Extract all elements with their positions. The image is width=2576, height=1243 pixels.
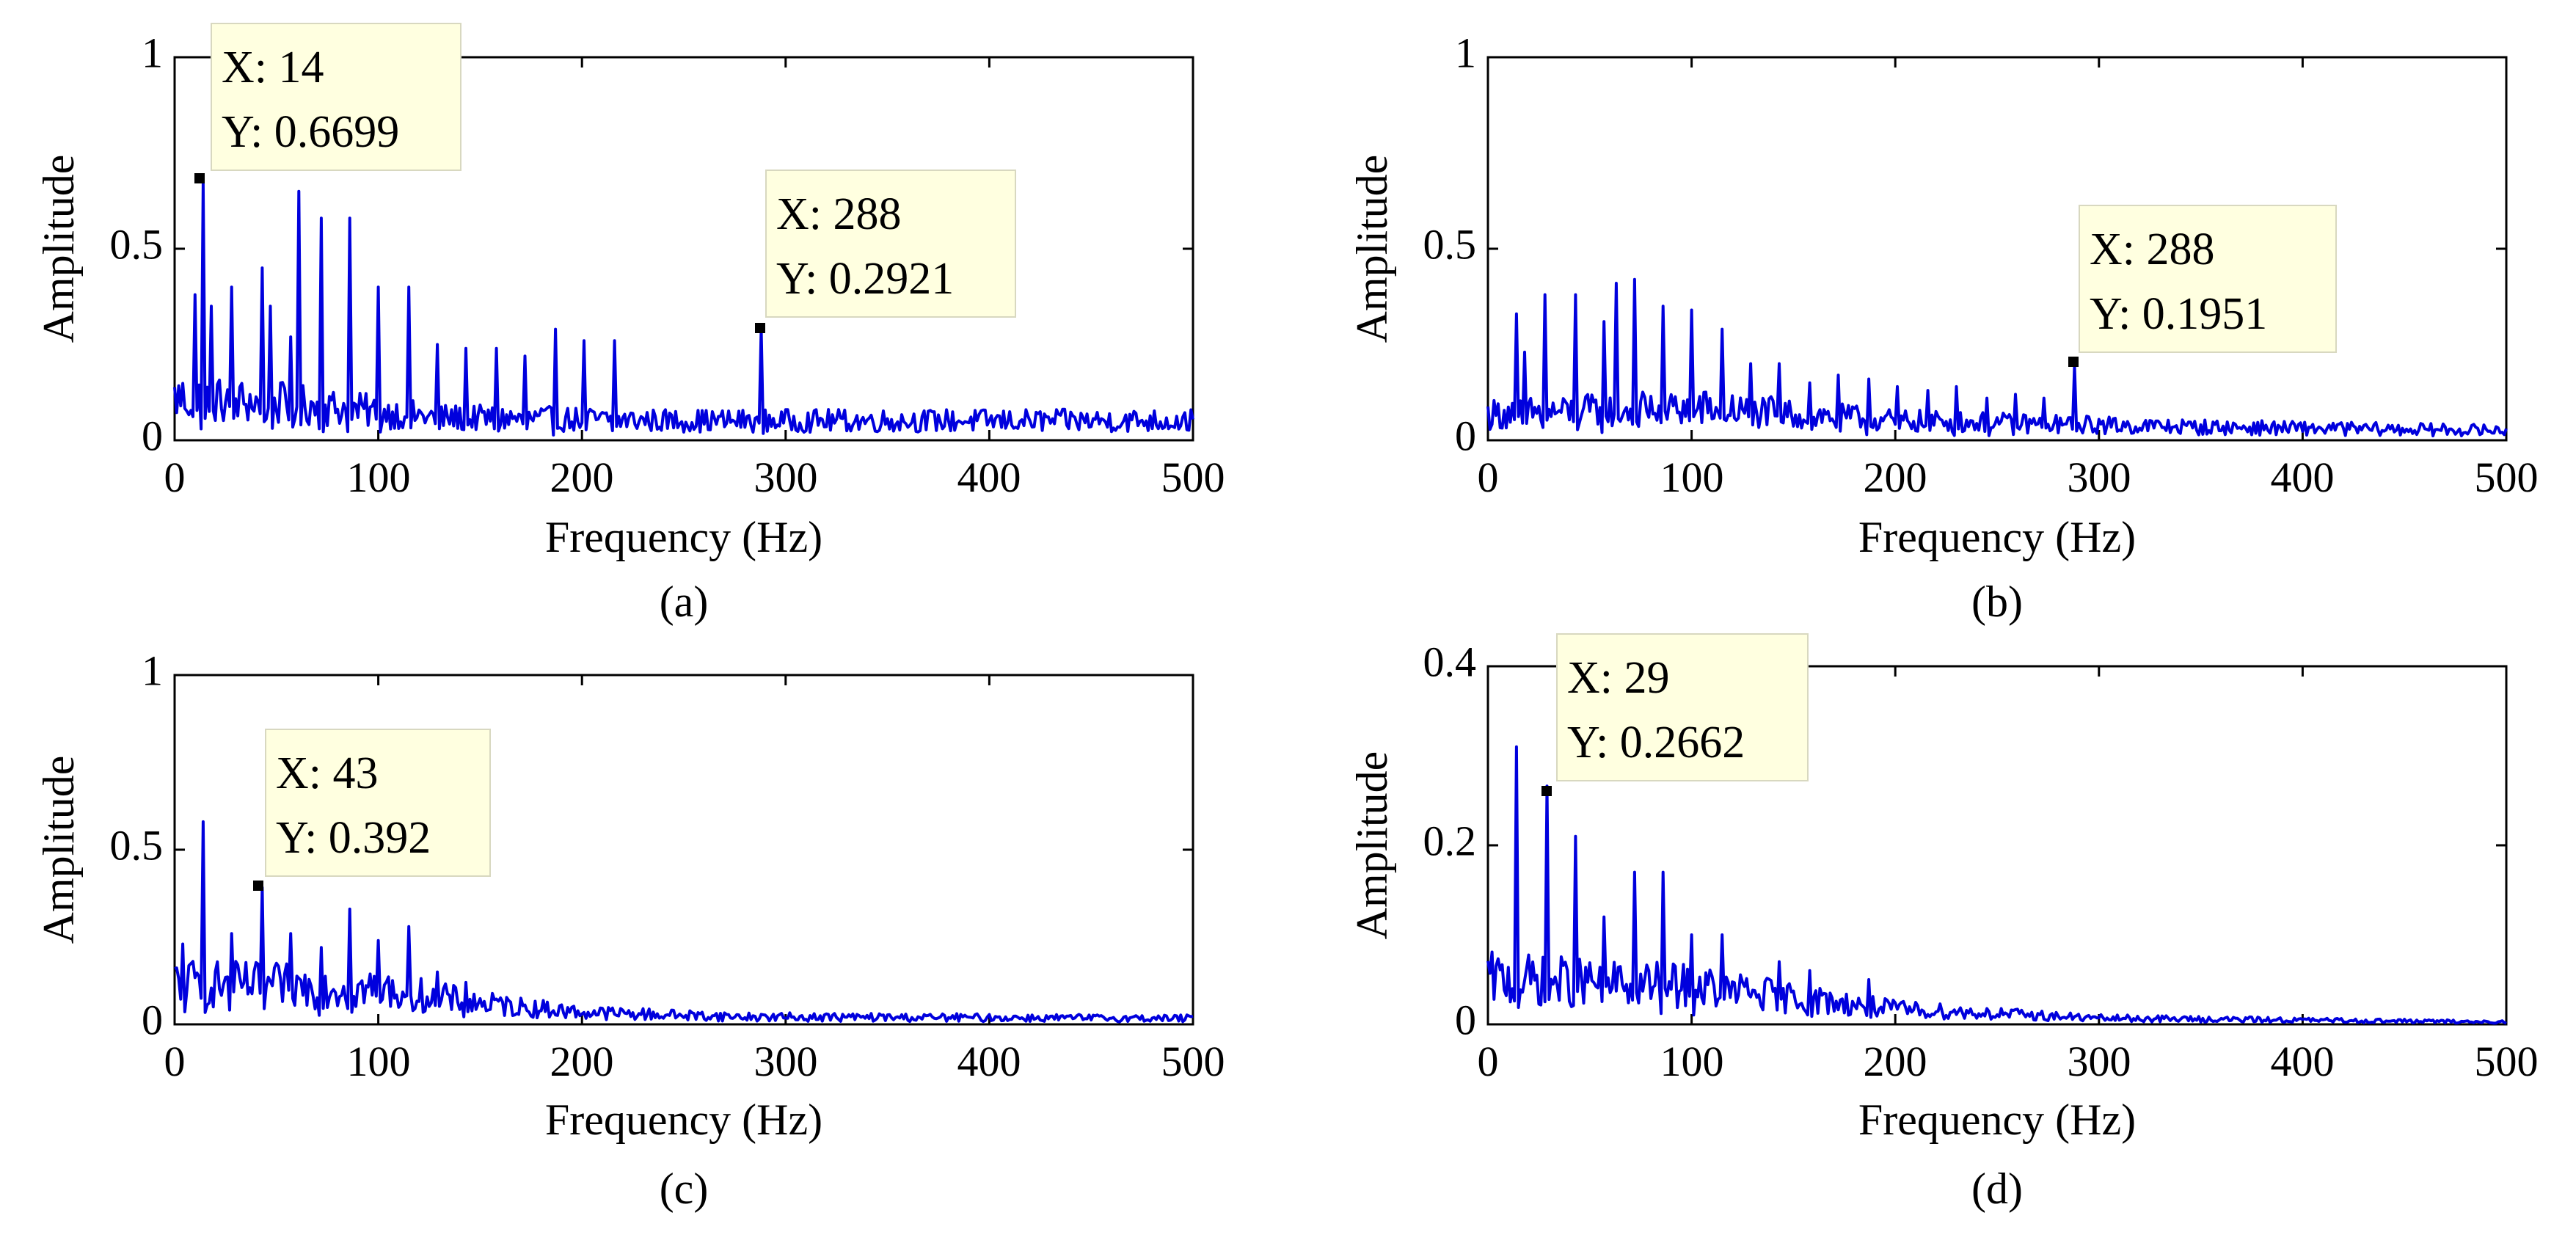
x-tick-label-d-4: 400 xyxy=(2271,1038,2335,1085)
x-tick-label-c-1: 100 xyxy=(347,1038,411,1085)
y-tick-label-c-1: 0.5 xyxy=(110,821,164,869)
caption-d: (d) xyxy=(1971,1164,2023,1213)
x-axis-title-b: Frequency (Hz) xyxy=(1858,513,2136,561)
datatip-x-d-1: X: 29 xyxy=(1567,653,1670,703)
x-axis-title-c: Frequency (Hz) xyxy=(545,1096,822,1144)
datatip-marker-d-1 xyxy=(1541,786,1552,796)
datatip-y-a-2: Y: 0.2921 xyxy=(776,254,954,304)
series-line-a xyxy=(173,182,1194,437)
x-tick-label-d-1: 100 xyxy=(1660,1038,1724,1085)
y-tick-label-d-2: 0.4 xyxy=(1423,638,1477,685)
x-tick-label-d-0: 0 xyxy=(1478,1038,1499,1085)
y-tick-label-a-0: 0 xyxy=(142,412,163,459)
x-tick-label-a-5: 500 xyxy=(1161,453,1225,501)
x-tick-label-c-2: 200 xyxy=(550,1038,614,1085)
ticks-d xyxy=(1486,665,2508,1026)
x-tick-label-b-5: 500 xyxy=(2475,453,2539,501)
series-line-b xyxy=(1486,277,2508,437)
datatip-marker-a-2 xyxy=(755,323,765,333)
x-tick-label-c-4: 400 xyxy=(957,1038,1021,1085)
y-tick-label-b-2: 1 xyxy=(1455,29,1476,76)
caption-a: (a) xyxy=(660,577,709,626)
datatip-x-c-1: X: 43 xyxy=(276,748,379,798)
ticks-a xyxy=(173,56,1194,442)
x-tick-label-a-2: 200 xyxy=(550,453,614,501)
datatip-y-d-1: Y: 0.2662 xyxy=(1567,718,1745,768)
datatip-box-a-1 xyxy=(211,23,461,171)
x-tick-label-b-4: 400 xyxy=(2271,453,2335,501)
x-tick-label-b-1: 100 xyxy=(1660,453,1724,501)
x-axis-title-a: Frequency (Hz) xyxy=(545,513,822,561)
y-axis-title-b: Amplitude xyxy=(1348,155,1396,343)
y-tick-label-a-1: 0.5 xyxy=(110,220,164,268)
y-tick-label-d-0: 0 xyxy=(1455,996,1476,1043)
x-tick-label-a-1: 100 xyxy=(347,453,411,501)
datatip-y-c-1: Y: 0.392 xyxy=(276,813,431,863)
y-tick-label-d-1: 0.2 xyxy=(1423,817,1477,864)
datatip-box-a-2 xyxy=(765,170,1016,318)
series-line-c xyxy=(174,820,1194,1024)
y-tick-label-b-1: 0.5 xyxy=(1423,220,1477,268)
x-tick-label-c-3: 300 xyxy=(754,1038,818,1085)
datatip-x-b-1: X: 288 xyxy=(2090,225,2215,274)
x-tick-label-c-5: 500 xyxy=(1161,1038,1225,1085)
plot-area-b xyxy=(1486,56,2508,442)
x-tick-label-b-2: 200 xyxy=(1864,453,1927,501)
y-axis-title-c: Amplitude xyxy=(34,756,83,944)
x-tick-label-a-4: 400 xyxy=(957,453,1021,501)
ticks-c xyxy=(173,674,1194,1026)
caption-b: (b) xyxy=(1971,577,2023,626)
x-tick-label-c-0: 0 xyxy=(164,1038,186,1085)
datatip-marker-c-1 xyxy=(253,881,263,891)
y-axis-title-d: Amplitude xyxy=(1348,751,1396,940)
x-tick-label-d-5: 500 xyxy=(2475,1038,2539,1085)
y-tick-label-c-2: 1 xyxy=(142,646,163,694)
panel-b: 0 0.5 1 0 100 200 300 400 500 Frequency … xyxy=(1348,29,2539,626)
datatip-y-a-1: Y: 0.6699 xyxy=(222,107,399,157)
datatip-marker-b-1 xyxy=(2068,357,2079,367)
caption-c: (c) xyxy=(660,1164,709,1213)
y-tick-label-b-0: 0 xyxy=(1455,412,1476,459)
x-axis-title-d: Frequency (Hz) xyxy=(1858,1096,2136,1144)
y-axis-title-a: Amplitude xyxy=(34,155,83,343)
datatip-marker-a-1 xyxy=(194,173,205,183)
series-line-d xyxy=(1486,745,2507,1025)
x-tick-label-a-3: 300 xyxy=(754,453,818,501)
x-tick-label-b-0: 0 xyxy=(1478,453,1499,501)
x-tick-label-b-3: 300 xyxy=(2068,453,2131,501)
datatip-y-b-1: Y: 0.1951 xyxy=(2090,289,2267,339)
datatip-box-d-1 xyxy=(1556,633,1809,781)
datatip-box-c-1 xyxy=(265,729,491,877)
panel-d: 0 0.2 0.4 0 100 200 300 400 500 Frequenc… xyxy=(1348,633,2539,1213)
datatip-x-a-2: X: 288 xyxy=(776,189,902,239)
panel-a: 0 0.5 1 0 100 200 300 400 500 Frequency … xyxy=(34,23,1225,626)
y-tick-label-a-2: 1 xyxy=(142,29,163,76)
y-tick-label-c-0: 0 xyxy=(142,996,163,1043)
datatip-x-a-1: X: 14 xyxy=(222,43,324,92)
x-tick-label-a-0: 0 xyxy=(164,453,186,501)
x-tick-label-d-3: 300 xyxy=(2068,1038,2131,1085)
datatip-box-b-1 xyxy=(2079,205,2337,353)
panel-c: 0 0.5 1 0 100 200 300 400 500 Frequency … xyxy=(34,646,1225,1213)
x-tick-label-d-2: 200 xyxy=(1864,1038,1927,1085)
